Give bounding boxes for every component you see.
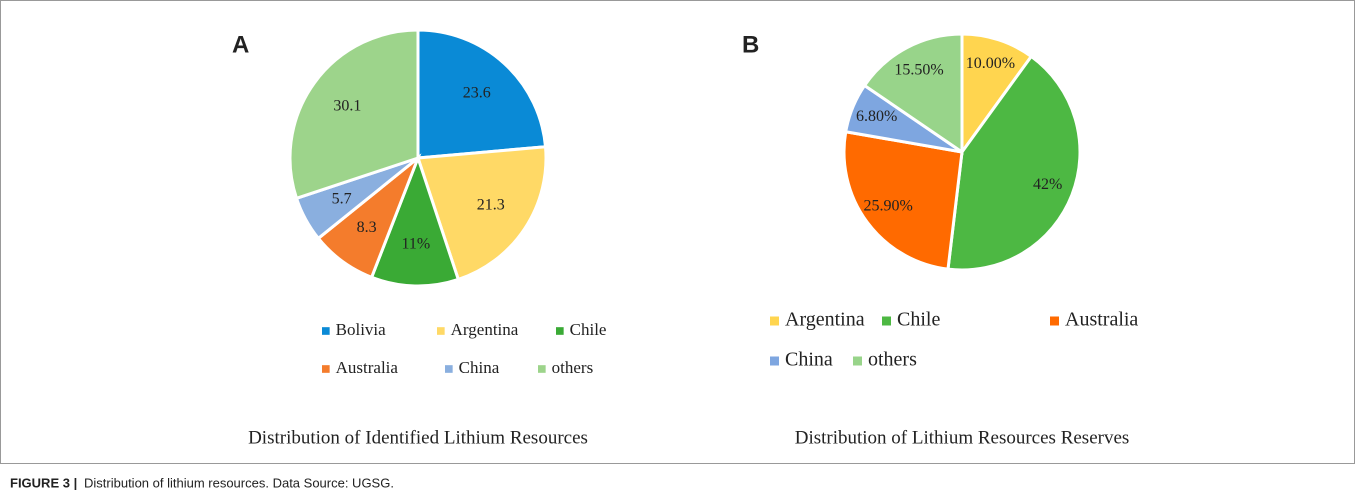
legend-label: China bbox=[459, 358, 500, 377]
value-label: 6.80% bbox=[856, 108, 897, 125]
panel-letter: B bbox=[742, 31, 759, 58]
pie-slice bbox=[369, 153, 461, 288]
value-label: 5.7 bbox=[332, 190, 352, 207]
legend-swatch bbox=[1050, 316, 1059, 326]
value-label: 8.3 bbox=[357, 219, 377, 236]
legend-label: others bbox=[552, 358, 594, 377]
legend-swatch bbox=[538, 365, 546, 373]
value-label: 23.6 bbox=[463, 84, 491, 101]
legend-label: China bbox=[785, 349, 833, 371]
figure-caption: Distribution of lithium resources. Data … bbox=[84, 475, 394, 490]
value-label: 25.90% bbox=[863, 198, 912, 215]
value-label: 21.3 bbox=[477, 196, 505, 213]
legend-label: others bbox=[868, 349, 917, 371]
legend-swatch bbox=[322, 327, 330, 335]
legend-swatch bbox=[853, 356, 862, 366]
value-label: 30.1 bbox=[333, 98, 361, 115]
value-label: 15.50% bbox=[894, 61, 943, 78]
legend-swatch bbox=[770, 316, 779, 326]
pie-slice bbox=[946, 54, 1082, 272]
frame bbox=[0, 0, 1355, 464]
legend-swatch bbox=[556, 327, 564, 335]
legend-swatch bbox=[437, 327, 445, 335]
pie-slice bbox=[862, 32, 964, 155]
legend-label: Chile bbox=[897, 309, 940, 331]
legend-label: Argentina bbox=[785, 309, 865, 331]
legend-swatch bbox=[445, 365, 453, 373]
chart-title: Distribution of Identified Lithium Resou… bbox=[248, 427, 588, 448]
legend-swatch bbox=[882, 316, 891, 326]
panel-letter: A bbox=[232, 31, 249, 58]
legend-swatch bbox=[770, 356, 779, 366]
legend-label: Bolivia bbox=[336, 320, 387, 339]
legend-label: Chile bbox=[570, 320, 607, 339]
figure-label: FIGURE 3 | bbox=[10, 475, 77, 490]
legend-label: Australia bbox=[336, 358, 399, 377]
value-label: 42% bbox=[1033, 176, 1062, 193]
pie-slice bbox=[416, 28, 548, 160]
pie-slice bbox=[842, 130, 964, 271]
value-label: 10.00% bbox=[966, 55, 1015, 72]
pie-slice bbox=[415, 145, 548, 282]
legend-label: Australia bbox=[1065, 309, 1138, 331]
value-label: 11% bbox=[401, 236, 430, 253]
legend-swatch bbox=[322, 365, 330, 373]
legend-label: Argentina bbox=[451, 320, 519, 339]
pie-slice bbox=[288, 28, 420, 201]
chart-title: Distribution of Lithium Resources Reserv… bbox=[795, 427, 1130, 448]
